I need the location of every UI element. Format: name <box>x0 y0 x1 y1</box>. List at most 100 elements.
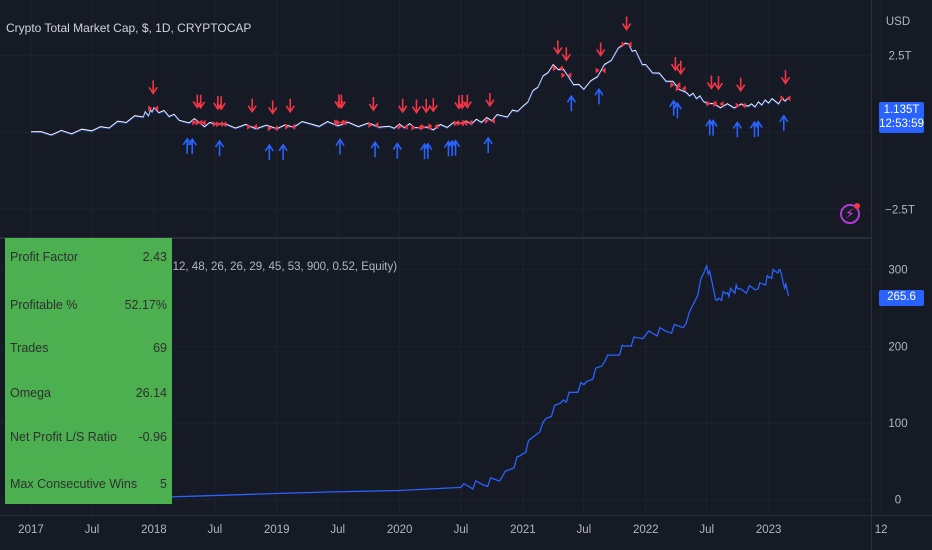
equity-pane <box>30 263 790 501</box>
stats-row: Profitable % 52.17% <box>5 298 172 318</box>
sell-signal-arrow <box>485 92 495 108</box>
sell-signal-marker <box>675 85 686 92</box>
sell-signal-marker <box>334 119 345 126</box>
sell-signal-arrow <box>736 77 746 93</box>
sell-signal-arrow <box>285 98 295 114</box>
stats-value: -0.96 <box>138 430 168 444</box>
buy-signal-arrow <box>182 137 192 154</box>
lightning-icon[interactable]: ⚡ <box>840 204 860 224</box>
stats-row: Net Profit L/S Ratio -0.96 <box>5 430 172 450</box>
buy-signal-arrow <box>708 119 718 136</box>
sell-signal-arrow <box>247 98 257 114</box>
buy-signal-arrow <box>749 120 760 138</box>
sell-signal-arrow <box>336 94 347 110</box>
sell-signal-marker <box>192 119 203 126</box>
buy-signal-arrow <box>594 87 604 105</box>
buy-signal-arrow <box>187 137 197 155</box>
buy-signal-arrow <box>450 139 461 156</box>
stats-label: Profit Factor <box>10 250 79 264</box>
sell-signal-marker <box>670 81 681 88</box>
buy-signal-arrow <box>370 140 380 158</box>
price-line <box>30 42 789 136</box>
sell-signal-arrow <box>713 75 724 91</box>
sell-signal-arrow <box>553 40 563 55</box>
sell-signal-arrow <box>368 97 379 112</box>
sell-signal-arrow <box>421 99 431 114</box>
sell-signal-marker <box>411 124 422 131</box>
sell-signal-arrow <box>268 100 278 115</box>
sell-signal-arrow <box>670 56 681 72</box>
equity-tick-label: 300 <box>888 265 907 277</box>
sell-signal-marker <box>267 125 278 132</box>
time-tick-label: Jul <box>85 524 100 536</box>
stats-value: 2.43 <box>142 250 167 264</box>
price-pane <box>30 16 791 161</box>
time-tick-label: Jul <box>699 524 714 536</box>
stats-row: Omega 26.14 <box>5 386 172 406</box>
time-tick-label: 2022 <box>633 524 659 536</box>
sell-signal-marker <box>595 67 606 74</box>
axes: 2017 Jul 2018 Jul 2019 Jul 2020 Jul 2021 Jul 2022 J… <box>18 16 915 536</box>
sell-signal-arrow <box>706 75 717 90</box>
sell-signal-marker <box>195 119 206 126</box>
time-axis-divider <box>0 515 932 516</box>
bar-countdown: 12:53:59 <box>879 118 924 130</box>
time-tick-label: 2019 <box>264 524 290 536</box>
sell-signal-arrow <box>561 47 571 62</box>
stats-row: Profit Factor 2.43 <box>5 250 172 270</box>
sell-signal-arrow <box>148 80 158 95</box>
sell-signal-arrow <box>621 16 632 31</box>
sell-signal-marker <box>561 72 572 79</box>
sell-signal-marker <box>428 123 439 130</box>
stats-label: Profitable % <box>10 298 78 312</box>
current-price-tag: 1.135T 12:53:59 <box>879 102 924 133</box>
sell-signal-arrow <box>428 98 438 113</box>
time-tick-label: Jul <box>454 524 469 536</box>
time-tick-label: 12 <box>875 524 888 536</box>
sell-signal-marker <box>212 120 223 127</box>
sell-signal-arrow <box>462 94 472 110</box>
sell-signal-marker <box>621 41 632 48</box>
buy-signal-arrow <box>732 120 743 138</box>
stats-label: Omega <box>10 386 51 400</box>
sell-signal-marker <box>735 102 746 109</box>
buy-signal-arrow <box>672 101 683 119</box>
time-tick-label: Jul <box>207 524 222 536</box>
time-tick-label: Jul <box>330 524 345 536</box>
sell-signal-arrow <box>780 70 791 85</box>
equity-tick-label: 100 <box>888 418 907 430</box>
stats-row: Trades 69 <box>5 341 172 361</box>
sell-signal-marker <box>216 121 227 128</box>
time-tick-label: 2023 <box>756 524 782 536</box>
current-price-value: 1.135T <box>883 104 920 116</box>
buy-signal-arrow <box>483 136 493 153</box>
stats-value: 69 <box>153 341 167 355</box>
sell-signal-marker <box>336 119 347 126</box>
buy-signal-arrow <box>443 140 454 157</box>
sell-signal-marker <box>247 123 258 130</box>
equity-tick-label: 0 <box>895 495 901 507</box>
sell-signal-marker <box>713 100 724 107</box>
sell-signal-arrow <box>195 94 206 110</box>
current-equity-tag: 265.6 <box>879 290 924 306</box>
buy-signal-arrow <box>779 114 789 131</box>
price-unit-label: USD <box>886 16 910 28</box>
stats-label: Net Profit L/S Ratio <box>10 430 117 444</box>
stats-label: Trades <box>10 341 49 355</box>
price-tick-label: −2.5T <box>885 204 915 216</box>
sell-signal-marker <box>484 117 495 124</box>
stats-label: Max Consecutive Wins <box>10 477 138 491</box>
sell-signal-arrow <box>676 60 686 76</box>
time-tick-label: Jul <box>576 524 591 536</box>
buy-signal-arrow <box>423 142 433 159</box>
sell-signal-marker <box>462 119 473 126</box>
stats-value: 26.14 <box>135 386 167 400</box>
buy-signal-arrow <box>392 142 402 159</box>
sell-signal-marker <box>368 122 379 129</box>
stats-value: 5 <box>160 477 167 491</box>
buy-signal-arrow <box>214 139 225 157</box>
buy-signal-arrow <box>278 143 288 160</box>
sell-signal-marker <box>453 120 464 127</box>
stats-row: Max Consecutive Wins 5 <box>5 477 172 497</box>
